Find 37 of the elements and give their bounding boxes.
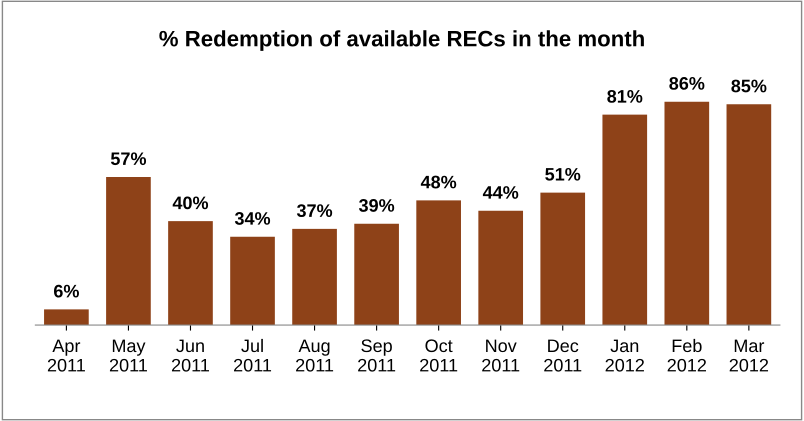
x-tick-label: Dec 2011 [544,340,582,372]
data-label: 44% [482,186,518,199]
data-label: 57% [110,152,146,166]
bar [664,102,710,326]
data-label: 51% [545,168,580,181]
bar [726,104,772,326]
data-label: 85% [731,80,766,92]
x-tick-label: Nov 2011 [482,340,520,372]
data-label: 86% [669,77,704,90]
bar [416,200,461,326]
bar [292,228,337,326]
bar [602,114,648,326]
x-tick-label: Aug 2011 [296,340,334,372]
data-label: 40% [172,196,208,210]
data-label: 81% [607,90,642,103]
data-label: 6% [54,284,79,298]
bar [230,236,275,326]
bar [106,177,151,326]
x-tick-label: Jan 2012 [606,340,644,372]
bar [540,192,586,326]
data-label: 39% [358,199,394,212]
bar [354,224,399,326]
bar [44,309,89,326]
x-tick-label: Jul 2011 [234,338,272,372]
data-label: 37% [296,204,332,218]
bar [168,221,213,326]
data-label: 34% [234,212,270,225]
x-tick-label: Apr 2011 [48,340,85,372]
x-tick-label: May 2011 [110,340,147,372]
x-tick-label: Oct 2011 [420,339,458,372]
chart-title: % Redemption of available RECs in the month [159,30,644,51]
bar [478,210,524,326]
x-tick-label: Mar 2012 [730,340,768,372]
data-label: 48% [420,176,456,188]
x-tick-label: Feb 2012 [668,338,706,372]
x-tick-label: Jun 2011 [172,340,210,372]
x-tick-label: Sep 2011 [358,339,396,372]
